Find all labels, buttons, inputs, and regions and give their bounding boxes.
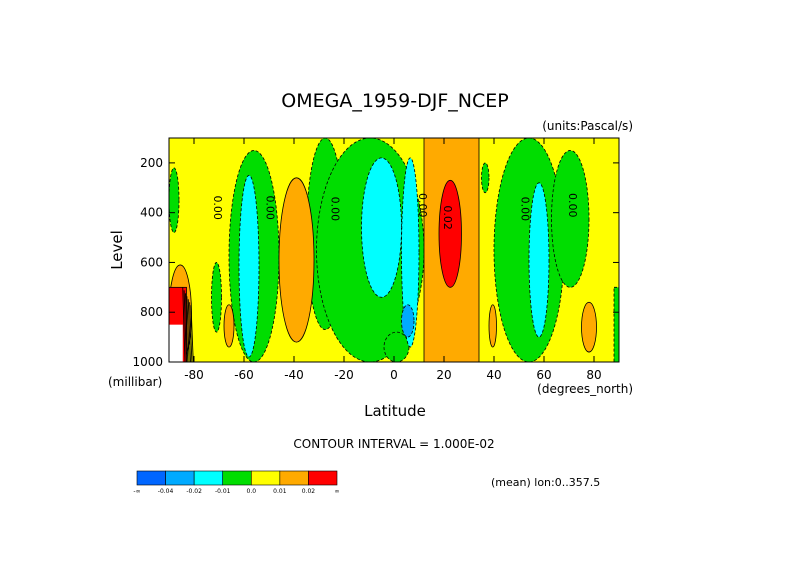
contour-label-0: 0.00: [211, 195, 224, 220]
x-tick-label-0: -80: [184, 368, 204, 382]
x-tick-label-8: 80: [586, 368, 601, 382]
chart-title: OMEGA_1959-DJF_NCEP: [281, 90, 508, 112]
colorbar-swatch-4: [250, 470, 281, 486]
colorbar-swatch-5: [279, 470, 309, 486]
colorbar-swatch-2: [193, 470, 224, 486]
averaging-note: (mean) lon:0..357.5: [491, 476, 600, 489]
y-axis: 200 400 600 800 1000: [132, 156, 619, 369]
colorbar-swatch-0: [136, 470, 166, 486]
y-tick-label-3: 800: [140, 305, 163, 319]
contour-region-7: [613, 286, 619, 362]
contour-region-20: [488, 304, 497, 348]
x-tick-label-4: 0: [390, 368, 398, 382]
contour-region-10: [169, 167, 180, 233]
x-axis-label: Latitude: [364, 402, 426, 420]
contour-label-3: 0.00: [416, 193, 429, 218]
x-tick-label-1: -60: [234, 368, 254, 382]
dense-contour-line-3: [186, 296, 190, 362]
x-tick-label-6: 40: [486, 368, 501, 382]
contour-fill-layer: [169, 138, 619, 362]
y-tick-label-1: 400: [140, 206, 163, 220]
x-tick-label-3: -20: [334, 368, 354, 382]
contour-label-6: 0.00: [566, 193, 579, 218]
y-tick-label-2: 600: [140, 255, 163, 269]
colorbar-swatch-3: [222, 470, 252, 486]
x-tick-label-2: -40: [284, 368, 304, 382]
contour-labels: 0.00 0.00 0.00 0.00 0.02 0.00 0.00: [211, 193, 579, 230]
contour-label-2: 0.00: [329, 197, 342, 222]
contour-region-8: [211, 262, 222, 333]
y-axis-label: Level: [108, 230, 126, 270]
colorbar-swatch-6: [308, 470, 338, 486]
contour-region-9: [481, 162, 490, 194]
x-units-label: (degrees_north): [537, 382, 633, 396]
contour-interval-text: CONTOUR INTERVAL = 1.000E-02: [293, 437, 494, 451]
colorbar-label-1: -0.04: [158, 488, 174, 495]
y-tick-label-4: 1000: [132, 355, 163, 369]
contour-region-11: [238, 174, 260, 358]
contour-label-4: 0.02: [441, 205, 454, 230]
contour-label-1: 0.00: [264, 195, 277, 220]
x-tick-label-7: 60: [536, 368, 551, 382]
dense-contour-line-4: [187, 299, 191, 362]
x-tick-label-5: 20: [436, 368, 451, 382]
terrain-mask: [169, 324, 183, 362]
contour-region-19: [223, 304, 235, 348]
colorbar-label-2: -0.02: [186, 488, 202, 495]
contour-region-14: [528, 182, 550, 338]
contour-region-5: [383, 331, 410, 362]
colorbar-label-3: -0.01: [215, 488, 231, 495]
colorbar-label-5: 0.01: [273, 488, 287, 495]
y-tick-label-0: 200: [140, 156, 163, 170]
dense-contour-line-1: [183, 290, 187, 362]
colorbar-swatch-1: [165, 470, 195, 486]
colorbar-label-7: ∞: [335, 488, 340, 495]
contour-region-15: [401, 304, 415, 338]
contour-label-5: 0.00: [519, 197, 532, 222]
dense-contour-line-0: [182, 287, 186, 362]
dense-contour-line-2: [185, 293, 189, 362]
colorbar-label-4: 0.0: [247, 488, 257, 495]
contour-region-6: [551, 150, 590, 288]
x-axis: -80 -60 -40 -20 0 20 40 60 80: [184, 138, 602, 382]
colorbar: -∞ -0.04 -0.02 -0.01 0.0 0.01 0.02 ∞: [133, 470, 340, 495]
contour-region-12: [361, 157, 402, 298]
contour-region-22: [438, 179, 462, 288]
dense-contour-line-5: [189, 302, 193, 362]
contour-region-16: [278, 177, 315, 343]
y-units-label: (millibar): [108, 375, 162, 389]
contour-region-21: [581, 301, 597, 353]
contour-line-layer: [169, 287, 194, 362]
units-label: (units:Pascal/s): [542, 119, 633, 133]
contour-region-13: [401, 157, 420, 348]
colorbar-label-0: -∞: [133, 488, 140, 495]
colorbar-label-6: 0.02: [302, 488, 316, 495]
dense-contour-line-6: [190, 305, 194, 362]
